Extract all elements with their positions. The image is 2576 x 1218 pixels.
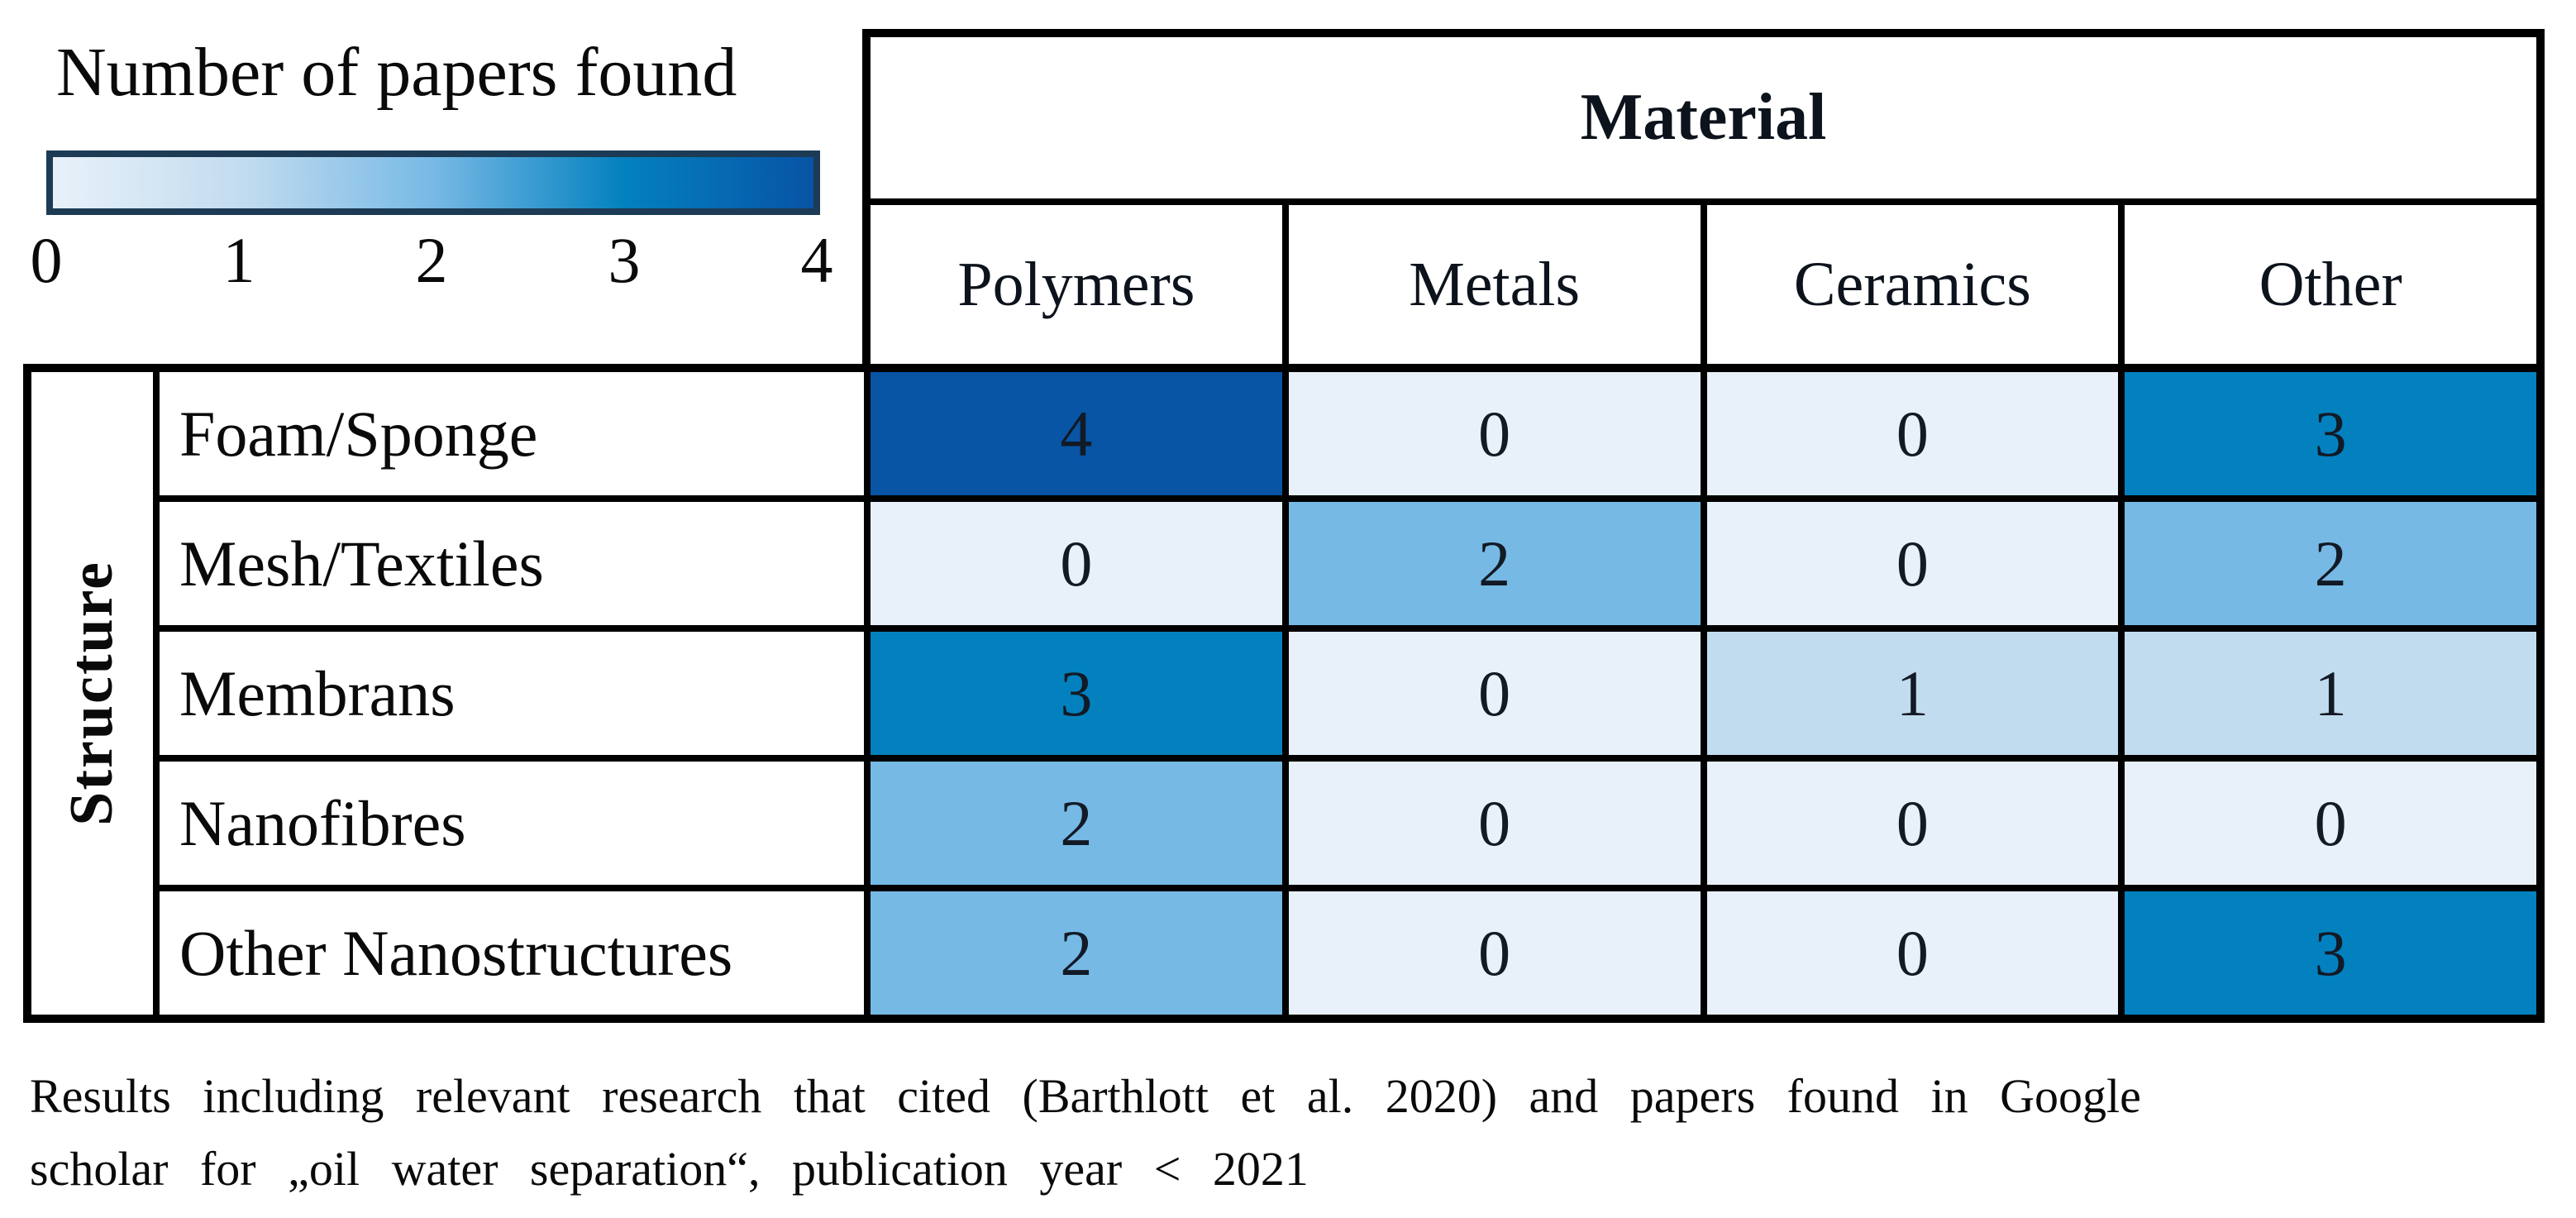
table-header: Material Polymers Metals Ceramics Other bbox=[862, 29, 2545, 364]
colorbar-title: Number of papers found bbox=[56, 34, 737, 111]
heatmap-cell: 2 bbox=[1288, 502, 1701, 625]
legend-gradient-bar bbox=[46, 150, 820, 215]
column-header-polymers: Polymers bbox=[871, 205, 1282, 364]
caption-line-1: Results including relevant research that… bbox=[30, 1069, 2141, 1123]
colorbar-tick-2: 2 bbox=[415, 224, 448, 296]
row-label-nanofibres: Nanofibres bbox=[160, 762, 864, 885]
table-body: Structure Foam/Sponge 4 0 0 3 Mesh/Texti… bbox=[23, 364, 2545, 1023]
colorbar-tick-0: 0 bbox=[30, 224, 63, 296]
heatmap-cell: 0 bbox=[1288, 891, 1701, 1015]
row-group-header-label: Structure bbox=[58, 561, 126, 826]
row-label-membrans: Membrans bbox=[160, 632, 864, 755]
heatmap-cell: 3 bbox=[871, 632, 1282, 755]
heatmap-cell: 2 bbox=[2125, 502, 2536, 625]
row-group-header-structure: Structure bbox=[31, 372, 153, 1015]
column-header-metals: Metals bbox=[1288, 205, 1701, 364]
heatmap-cell: 2 bbox=[871, 762, 1282, 885]
heatmap-cell: 0 bbox=[1288, 632, 1701, 755]
row-label-mesh-textiles: Mesh/Textiles bbox=[160, 502, 864, 625]
heatmap-cell: 0 bbox=[2125, 762, 2536, 885]
caption-line-2: scholar for „oil water separation“, publ… bbox=[30, 1142, 1309, 1197]
heatmap-cell: 0 bbox=[1706, 762, 2119, 885]
heatmap-cell: 3 bbox=[2125, 372, 2536, 495]
figure-caption: Results including relevant research that… bbox=[30, 1060, 2477, 1206]
heatmap-cell: 0 bbox=[1706, 502, 2119, 625]
colorbar-tick-3: 3 bbox=[608, 224, 641, 296]
heatmap-cell: 0 bbox=[871, 502, 1282, 625]
column-header-other: Other bbox=[2125, 205, 2536, 364]
colorbar-tick-4: 4 bbox=[800, 224, 833, 296]
row-label-other-nanostructures: Other Nanostructures bbox=[160, 891, 864, 1015]
heatmap-cell: 0 bbox=[1288, 372, 1701, 495]
column-header-ceramics: Ceramics bbox=[1706, 205, 2119, 364]
row-label-foam-sponge: Foam/Sponge bbox=[160, 372, 864, 495]
colorbar-tick-1: 1 bbox=[222, 224, 255, 296]
heatmap-cell: 0 bbox=[1288, 762, 1701, 885]
heatmap-cell: 4 bbox=[871, 372, 1282, 495]
heatmap-cell: 2 bbox=[871, 891, 1282, 1015]
colorbar-ticks: 0 1 2 3 4 bbox=[26, 228, 837, 293]
heatmap-cell: 3 bbox=[2125, 891, 2536, 1015]
column-group-header-material: Material bbox=[871, 37, 2536, 198]
heatmap-cell: 1 bbox=[2125, 632, 2536, 755]
heatmap-cell: 0 bbox=[1706, 891, 2119, 1015]
heatmap-cell: 0 bbox=[1706, 372, 2119, 495]
heatmap-cell: 1 bbox=[1706, 632, 2119, 755]
